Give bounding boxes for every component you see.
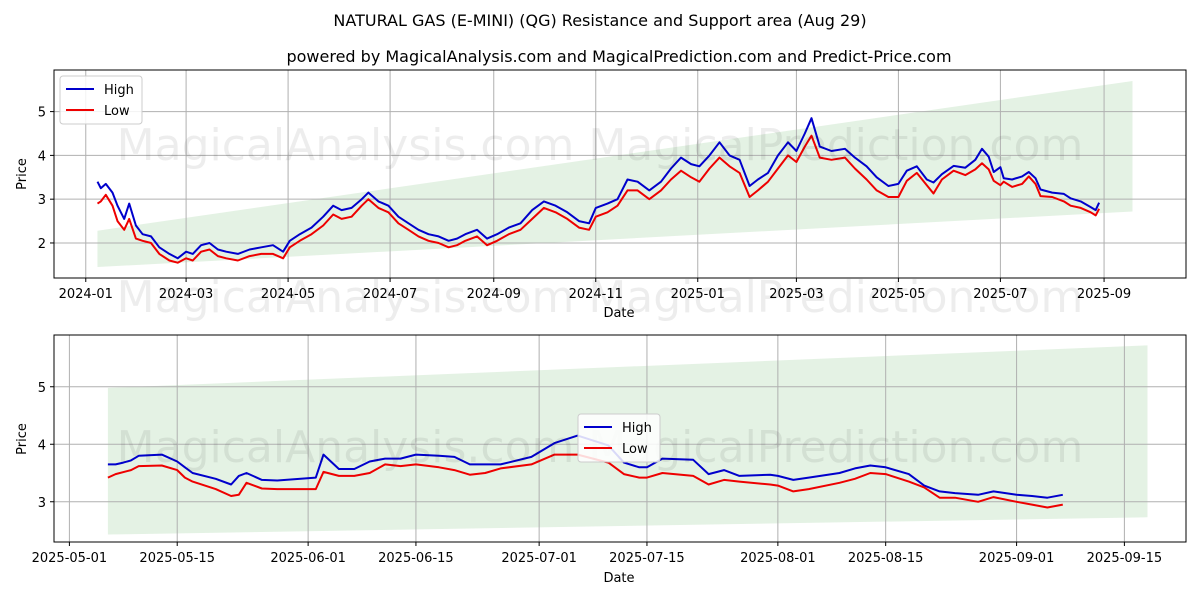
panel-top-x-tick-label: 2025-01 — [671, 287, 725, 302]
panel-top-watermark-lower: MagicalAnalysis.com MagicalPrediction.co… — [117, 272, 1084, 323]
panel-top-x-tick-label: 2025-07 — [973, 287, 1027, 302]
panel-bottom-x-tick-label: 2025-05-15 — [139, 551, 215, 566]
panel-top-y-axis-label: Price — [15, 158, 30, 190]
chart-title: NATURAL GAS (E-MINI) (QG) Resistance and… — [333, 11, 866, 30]
panel-bottom-high-series-line — [107, 434, 1063, 499]
panel-top-x-tick-label: 2024-03 — [159, 287, 213, 302]
panel-bottom-low-series-line — [107, 453, 1063, 509]
panel-top-y-tick-label: 5 — [38, 106, 46, 121]
panel-bottom-frame — [53, 334, 1187, 543]
panel-bottom-y-ticks: 3 4 5 — [38, 381, 54, 511]
panel-bottom-x-tick-label: 2025-07-01 — [501, 551, 577, 566]
panel-bottom-x-tick-label: 2025-09-15 — [1087, 551, 1163, 566]
panel-bottom-x-tick-label: 2025-07-15 — [609, 551, 685, 566]
panel-bottom-y-tick-label: 5 — [38, 381, 46, 396]
panel-top-x-ticks: 2024-01 2024-03 2024-05 2024-07 2024-09 2024-… — [59, 278, 1131, 302]
panel-bottom-y-tick-label: 4 — [38, 438, 46, 453]
panel-top-y-ticks: 2 3 4 5 — [38, 106, 54, 252]
panel-bottom-y-axis-label: Price — [15, 423, 30, 455]
panel-top-x-tick-label: 2024-09 — [467, 287, 521, 302]
panel-bottom-y-tick-label: 3 — [38, 496, 46, 511]
panel-top-x-tick-label: 2025-03 — [769, 287, 823, 302]
panel-top-support-resistance-band — [97, 80, 1133, 268]
panel-bottom-x-tick-label: 2025-05-01 — [32, 551, 108, 566]
panel-top-legend-low-label: Low — [104, 104, 130, 119]
panel-bottom-x-tick-label: 2025-09-01 — [979, 551, 1055, 566]
panel-top: MagicalAnalysis.com MagicalPrediction.co… — [15, 69, 1187, 323]
panel-top-x-tick-label: 2024-07 — [363, 287, 417, 302]
panel-top-x-axis-label: Date — [603, 306, 634, 321]
panel-bottom-x-ticks: 2025-05-01 2025-05-15 2025-06-01 2025-06-15… — [32, 542, 1163, 566]
panel-bottom: MagicalAnalysis.com MagicalPrediction.co… — [15, 334, 1187, 586]
panel-top-y-tick-label: 2 — [38, 237, 46, 252]
panel-top-x-tick-label: 2024-01 — [59, 287, 113, 302]
panel-top-legend-high-label: High — [104, 83, 134, 98]
chart-subtitle: powered by MagicalAnalysis.com and Magic… — [286, 47, 951, 66]
panel-top-x-tick-label: 2024-11 — [569, 287, 623, 302]
panel-top-line-layer — [96, 117, 1101, 264]
panel-bottom-legend: High Low — [577, 413, 661, 463]
panel-top-x-tick-label: 2025-09 — [1077, 287, 1131, 302]
panel-bottom-x-axis-label: Date — [603, 571, 634, 586]
panel-top-y-tick-label: 4 — [38, 149, 46, 164]
panel-bottom-legend-high-label: High — [622, 421, 652, 436]
panel-bottom-x-tick-label: 2025-06-15 — [378, 551, 454, 566]
panel-top-y-tick-label: 3 — [38, 193, 46, 208]
panel-top-frame — [53, 69, 1187, 279]
panel-bottom-x-tick-label: 2025-06-01 — [270, 551, 346, 566]
panel-top-legend: High Low — [59, 75, 143, 125]
panel-bottom-legend-low-label: Low — [622, 442, 648, 457]
panel-bottom-x-tick-label: 2025-08-15 — [848, 551, 924, 566]
panel-top-band-layer — [97, 80, 1133, 268]
panel-top-grid-layer — [54, 70, 1186, 278]
panel-top-x-tick-label: 2024-05 — [261, 287, 315, 302]
panel-top-x-tick-label: 2025-05 — [871, 287, 925, 302]
panel-top-low-series-line — [96, 134, 1100, 264]
panel-top-high-series-line — [96, 117, 1101, 260]
panel-top-watermark: MagicalAnalysis.com MagicalPrediction.co… — [117, 120, 1084, 171]
panel-bottom-line-layer — [107, 434, 1063, 509]
panel-bottom-x-tick-label: 2025-08-01 — [740, 551, 816, 566]
